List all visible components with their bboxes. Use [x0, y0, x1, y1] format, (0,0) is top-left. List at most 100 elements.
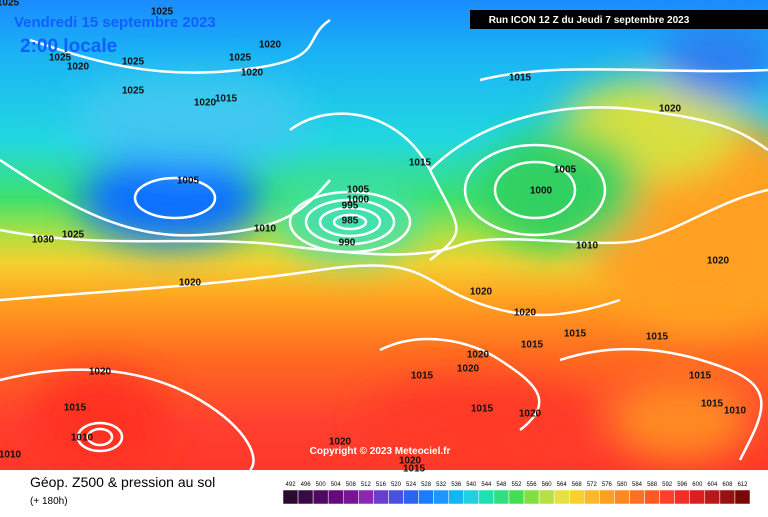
scale-label: 492	[286, 482, 297, 488]
isobar-label: 1005	[554, 165, 577, 176]
isobar-label: 1020	[467, 350, 490, 361]
isobar-label: 1015	[471, 404, 494, 415]
scale-swatch	[719, 489, 736, 505]
isobar-label: 1020	[659, 104, 682, 115]
scale-label: 524	[406, 482, 417, 488]
isobar-label: 1015	[215, 94, 238, 105]
isobar-label: 1010	[254, 224, 277, 235]
scale-label: 584	[632, 482, 643, 488]
scale-label: 548	[496, 482, 507, 488]
legend-title: Géop. Z500 & pression au sol	[30, 474, 215, 490]
scale-label: 568	[572, 482, 583, 488]
scale-label: 508	[346, 482, 357, 488]
scale-label: 528	[421, 482, 432, 488]
isobar-label: 1025	[122, 86, 145, 97]
scale-swatch	[734, 489, 751, 505]
isobar-label: 1005	[177, 176, 200, 187]
scale-swatch	[614, 489, 630, 505]
scale-swatch	[388, 489, 404, 505]
scale-label: 580	[617, 482, 628, 488]
isobar-label: 1015	[409, 158, 432, 169]
isobar-label: 1015	[701, 399, 724, 410]
scale-label: 520	[391, 482, 402, 488]
map-field	[0, 0, 768, 470]
isobar-label: 1015	[64, 403, 87, 414]
isobar-label: 1010	[576, 241, 599, 252]
isobar-label: 1000	[347, 195, 370, 206]
scale-swatch	[433, 489, 449, 505]
scale-swatch	[478, 489, 495, 505]
isobar-label: 1005	[347, 185, 370, 196]
scale-label: 512	[361, 482, 372, 488]
isobar-label: 1020	[67, 62, 90, 73]
isobar-label: 1020	[329, 437, 352, 448]
scale-label: 596	[677, 482, 688, 488]
scale-label: 588	[647, 482, 658, 488]
isobar-label: 1015	[509, 73, 532, 84]
isobar-label: 1015	[646, 332, 669, 343]
isobar-label: 1015	[403, 464, 426, 475]
scale-swatch	[659, 489, 675, 505]
isobar-label: 1020	[241, 68, 264, 79]
isobar-label: 1020	[179, 278, 202, 289]
scale-label: 592	[662, 482, 673, 488]
isobar-label: 1015	[564, 329, 587, 340]
scale-label: 544	[481, 482, 492, 488]
scale-swatch	[418, 489, 434, 505]
scale-swatch	[358, 489, 374, 505]
scale-swatch	[508, 489, 525, 505]
isobar-label: 1020	[259, 40, 282, 51]
scale-label: 600	[692, 482, 703, 488]
scale-swatch	[463, 489, 480, 505]
forecast-time: 2:00 locale	[20, 36, 117, 57]
scale-swatch	[674, 489, 690, 505]
isobar-label: 1025	[122, 57, 145, 68]
scale-swatch	[704, 489, 721, 505]
scale-swatch	[373, 489, 389, 505]
isobar-label: 1000	[530, 186, 553, 197]
isobar-label: 1010	[0, 450, 22, 461]
run-box	[470, 10, 768, 29]
scale-label: 612	[737, 482, 748, 488]
isobar-labels: 1025102510201025102010251025102010151020…	[0, 0, 747, 475]
isobar-label: 1020	[519, 409, 542, 420]
isobar-label: 1025	[49, 53, 72, 64]
run-info: Run ICON 12 Z du Jeudi 7 septembre 2023	[489, 15, 690, 26]
isobar-label: 1025	[0, 0, 20, 9]
scale-swatch	[343, 489, 359, 505]
scale-swatch	[297, 489, 314, 505]
scale-swatch	[629, 489, 645, 505]
scale-swatch	[403, 489, 419, 505]
isobar-label: 1020	[514, 308, 537, 319]
scale-swatch	[327, 489, 344, 505]
scale-label: 496	[301, 482, 312, 488]
isobar-label: 1010	[71, 433, 94, 444]
scale-label: 516	[376, 482, 387, 488]
isobar-label: 995	[342, 201, 359, 212]
isobar-label: 1015	[411, 371, 434, 382]
forecast-date: Vendredi 15 septembre 2023	[14, 14, 216, 31]
isobar-label: 1010	[724, 406, 747, 417]
isobar-label: 985	[342, 216, 359, 227]
copyright: Copyright © 2023 Meteociel.fr	[310, 446, 451, 457]
scale-label: 604	[707, 482, 718, 488]
isobar-label: 990	[339, 238, 356, 249]
legend-subtitle: (+ 180h)	[30, 496, 68, 507]
scale-swatch	[282, 489, 299, 505]
isobar-label: 1025	[151, 7, 174, 18]
isobar-label: 1020	[470, 287, 493, 298]
scale-swatch	[584, 489, 600, 505]
isobar-label: 1025	[229, 53, 252, 64]
isobar-label: 1020	[457, 364, 480, 375]
scale-swatch	[538, 489, 555, 505]
isobar-label: 1015	[521, 340, 544, 351]
isobar-label: 1020	[707, 256, 730, 267]
scale-swatch	[553, 489, 570, 505]
scale-label: 556	[527, 482, 538, 488]
isobar-label: 1020	[194, 98, 217, 109]
isobar-label: 1020	[89, 367, 112, 378]
scale-label: 500	[316, 482, 327, 488]
scale-swatch	[644, 489, 660, 505]
